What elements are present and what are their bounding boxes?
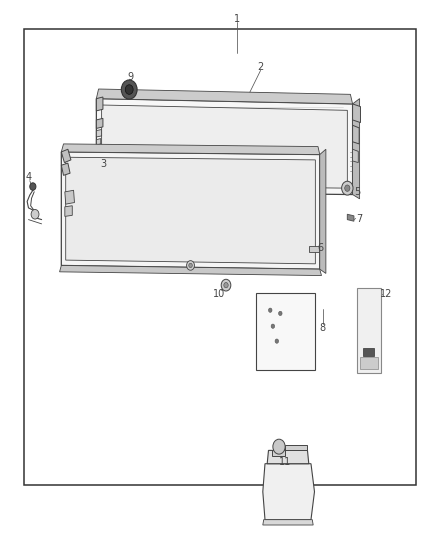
Polygon shape [65, 206, 72, 216]
Polygon shape [61, 152, 320, 269]
Circle shape [345, 185, 350, 191]
Text: 1: 1 [233, 14, 240, 23]
Text: 9: 9 [127, 72, 134, 82]
Text: 4: 4 [25, 172, 32, 182]
Polygon shape [267, 450, 309, 464]
Circle shape [30, 183, 36, 190]
Text: 10: 10 [213, 289, 225, 299]
Polygon shape [96, 118, 103, 128]
Polygon shape [65, 190, 74, 204]
Polygon shape [263, 520, 313, 525]
Circle shape [31, 209, 39, 219]
Text: 11: 11 [279, 457, 291, 467]
Polygon shape [61, 149, 71, 163]
Bar [24, 29, 416, 485]
Polygon shape [353, 104, 360, 123]
Polygon shape [61, 163, 70, 175]
Circle shape [189, 263, 192, 268]
Bar [360, 357, 378, 369]
Circle shape [221, 279, 231, 291]
Circle shape [121, 80, 137, 99]
Text: 2: 2 [258, 62, 264, 71]
Circle shape [271, 324, 275, 328]
Polygon shape [347, 214, 354, 221]
Circle shape [279, 311, 282, 316]
Polygon shape [96, 130, 102, 137]
Polygon shape [309, 246, 319, 252]
Circle shape [224, 282, 228, 288]
Polygon shape [353, 125, 359, 144]
Text: 7: 7 [356, 214, 362, 223]
Polygon shape [272, 445, 307, 456]
Polygon shape [363, 348, 374, 356]
Polygon shape [353, 99, 360, 199]
Polygon shape [96, 139, 101, 145]
Circle shape [342, 181, 353, 195]
Text: 3: 3 [101, 159, 107, 169]
Text: 12: 12 [380, 289, 392, 299]
Text: 6: 6 [318, 243, 324, 253]
Polygon shape [263, 464, 314, 520]
Polygon shape [96, 89, 353, 104]
Bar [256, 293, 315, 370]
Circle shape [268, 308, 272, 312]
Circle shape [187, 261, 194, 270]
Text: 5: 5 [354, 187, 360, 197]
Polygon shape [96, 97, 103, 111]
Circle shape [275, 339, 279, 343]
Circle shape [273, 439, 285, 454]
Polygon shape [320, 149, 326, 273]
Polygon shape [60, 265, 321, 276]
Text: 8: 8 [320, 323, 326, 333]
Polygon shape [61, 144, 320, 155]
Polygon shape [96, 99, 353, 195]
Polygon shape [66, 157, 315, 264]
Circle shape [125, 85, 133, 94]
Polygon shape [102, 105, 347, 188]
Bar [357, 288, 381, 373]
Polygon shape [353, 149, 358, 163]
